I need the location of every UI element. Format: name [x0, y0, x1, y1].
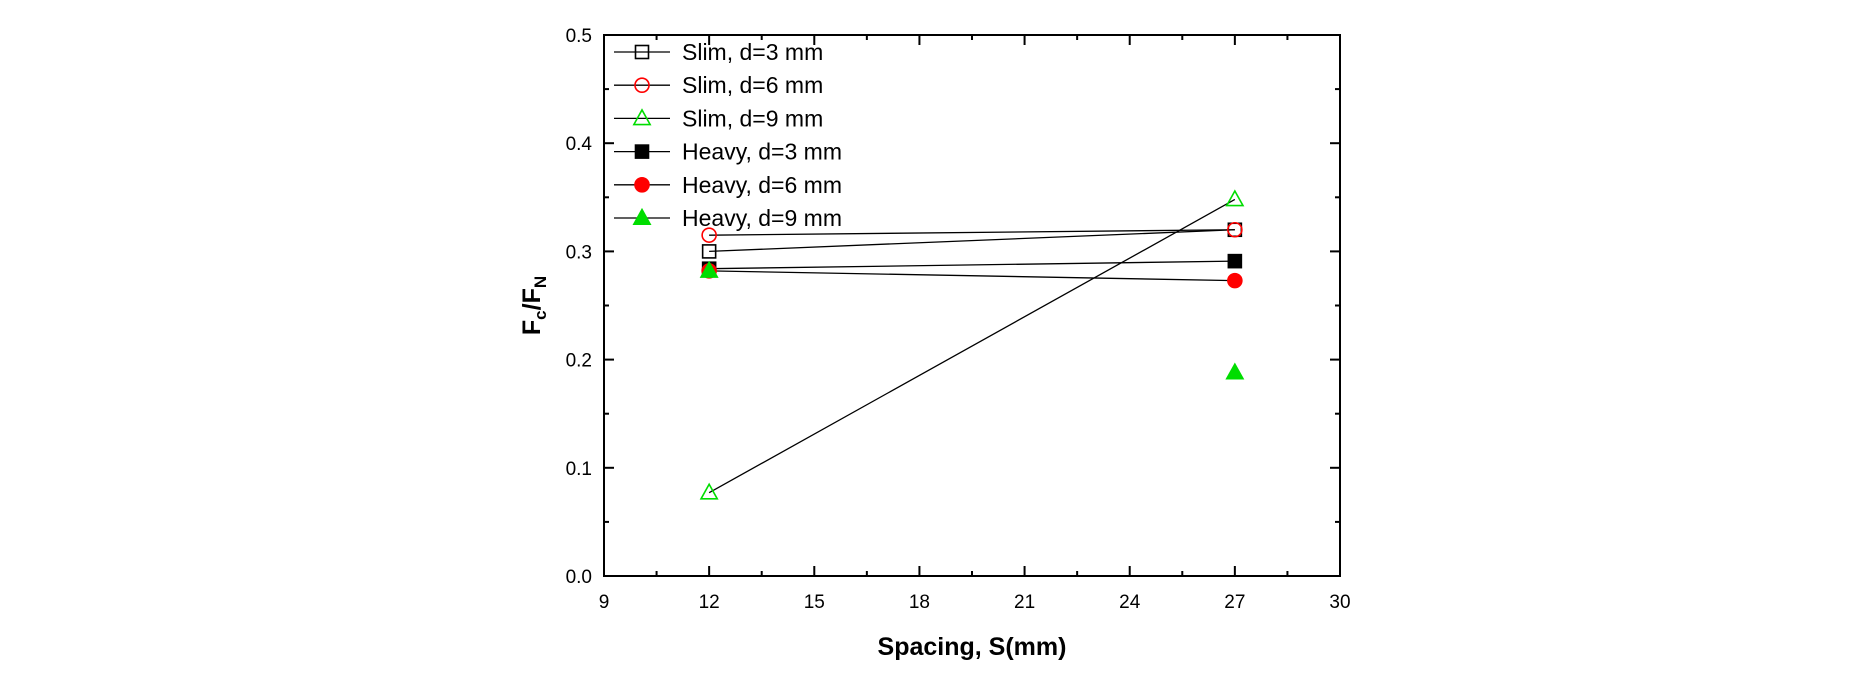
series-line [709, 229, 1235, 236]
y-axis-ticks: 0.0 0.1 0.2 0.3 0.4 0.5 [566, 26, 1340, 588]
y-axis-title: Fc/FN [518, 276, 550, 335]
series-line [709, 229, 1235, 253]
legend-label: Heavy, d=9 mm [682, 205, 842, 231]
y-tick-label: 0.3 [566, 242, 592, 263]
x-axis-title: Spacing, S(mm) [878, 633, 1067, 661]
data-point [699, 482, 719, 500]
x-tick-label: 18 [909, 592, 930, 613]
legend-marker [632, 108, 652, 126]
x-tick-label: 12 [699, 592, 720, 613]
y-axis-title-mid: /F [518, 288, 546, 310]
x-tick-label: 27 [1224, 592, 1245, 613]
y-axis-title-sub-n: N [531, 276, 550, 288]
data-point [701, 244, 717, 259]
x-tick-label: 9 [599, 592, 610, 613]
x-tick-label: 24 [1119, 592, 1141, 613]
data-point [699, 260, 719, 278]
x-tick-label: 15 [804, 592, 825, 613]
y-axis-title-main: F [518, 320, 546, 335]
series-line [708, 198, 1236, 494]
legend-marker [634, 177, 650, 193]
legend-label: Slim, d=9 mm [682, 105, 823, 131]
axes: 9 12 15 18 21 24 27 30 0.0 0.1 0.2 0.3 0.4 0.5 [566, 26, 1351, 613]
series-line [709, 260, 1235, 270]
legend-marker [632, 207, 652, 225]
data-point [701, 227, 717, 243]
legend-marker [634, 77, 650, 93]
legend-marker [634, 144, 650, 159]
x-tick-label: 21 [1014, 592, 1035, 613]
y-tick-label: 0.1 [566, 459, 592, 480]
y-tick-label: 0.0 [566, 567, 592, 588]
legend-label: Heavy, d=6 mm [682, 172, 842, 198]
series-line [709, 270, 1235, 282]
legend-label: Slim, d=6 mm [682, 72, 823, 98]
data-markers [699, 189, 1245, 500]
x-axis-ticks: 9 12 15 18 21 24 27 30 [599, 35, 1351, 613]
data-point [1227, 253, 1243, 269]
legend-label: Heavy, d=3 mm [682, 139, 842, 165]
legend-marker [634, 44, 650, 60]
data-point [1227, 272, 1243, 289]
y-axis-title-sub-c: c [531, 310, 550, 319]
data-point [1227, 221, 1243, 238]
y-tick-label: 0.4 [566, 134, 593, 155]
y-tick-label: 0.5 [566, 26, 592, 47]
series-lines [708, 198, 1236, 494]
legend: Slim, d=3 mm Slim, d=6 mm Slim, d=9 mm Heav… [614, 39, 842, 231]
legend-label: Slim, d=3 mm [682, 39, 823, 65]
y-tick-label: 0.2 [566, 351, 592, 372]
x-tick-label: 30 [1329, 592, 1350, 613]
data-point [1225, 189, 1245, 207]
data-point [1225, 362, 1245, 380]
